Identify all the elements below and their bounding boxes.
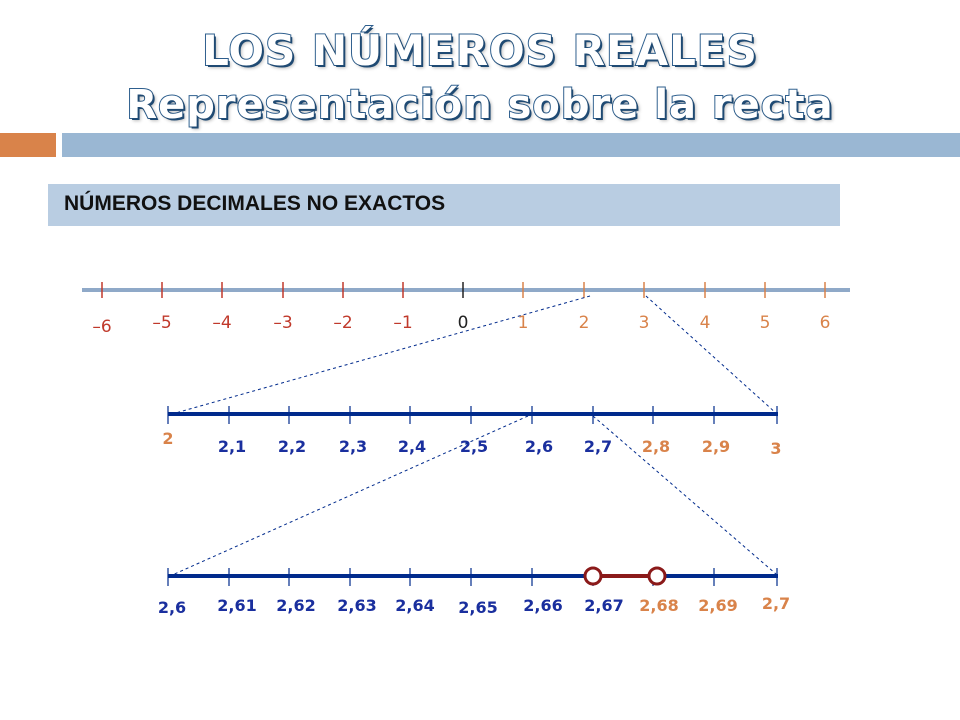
- number-line-1-label: 5: [760, 313, 771, 333]
- number-line-3-label: 2,66: [523, 596, 562, 615]
- interval-open-endpoint-right: [647, 566, 667, 586]
- title-line-2: Representación sobre la recta: [125, 81, 834, 129]
- zoom-line-1-right: [645, 295, 778, 415]
- number-line-2-label: 2,4: [398, 437, 426, 456]
- number-line-1-label: 6: [820, 313, 831, 333]
- number-line-2-label: 2,5: [460, 437, 488, 456]
- number-line-1-label: 0: [458, 313, 469, 333]
- number-line-1-label: 2: [579, 313, 590, 333]
- number-line-2-label: 2,9: [702, 437, 730, 456]
- title-line-1: LOS NÚMEROS REALES: [201, 25, 758, 76]
- number-line-2-label: 2,6: [525, 437, 553, 456]
- number-line-1-label: –2: [333, 313, 352, 333]
- number-line-2-label: 2,1: [218, 437, 246, 456]
- number-line-1-label: –5: [152, 313, 171, 333]
- number-line-3-label: 2,62: [276, 596, 315, 615]
- number-line-2-label: 2,7: [584, 437, 612, 456]
- zoom-line-1-left: [171, 295, 591, 415]
- section-label: NÚMEROS DECIMALES NO EXACTOS: [64, 192, 446, 215]
- zoom-line-2-left: [169, 415, 529, 577]
- number-line-2-label: 2,8: [642, 437, 670, 456]
- number-line-3-label: 2,64: [395, 596, 434, 615]
- number-line-3-label: 2,65: [458, 598, 497, 617]
- number-line-2-label: 3: [770, 439, 781, 458]
- number-line-3-label: 2,68: [639, 596, 678, 615]
- number-line-3-label: 2,7: [762, 594, 790, 613]
- accent-bar-blue: [62, 133, 960, 157]
- section-banner: NÚMEROS DECIMALES NO EXACTOS: [48, 184, 840, 226]
- number-line-1-label: 1: [518, 313, 529, 333]
- number-line-3-label: 2,6: [158, 598, 186, 617]
- number-line-3-label: 2,61: [217, 596, 256, 615]
- number-line-3-label: 2,67: [584, 596, 623, 615]
- number-line-2-label: 2,3: [339, 437, 367, 456]
- number-line-1-label: –4: [212, 313, 231, 333]
- zoom-line-2-right: [592, 415, 777, 575]
- number-line-1-label: –6: [92, 317, 111, 337]
- number-line-3-label: 2,69: [698, 596, 737, 615]
- interval-open-endpoint-left: [583, 566, 603, 586]
- accent-bar-orange: [0, 133, 56, 157]
- number-line-1-label: 4: [700, 313, 711, 333]
- number-line-3-label: 2,63: [337, 596, 376, 615]
- number-line-2-label: 2,2: [278, 437, 306, 456]
- number-line-1-label: –1: [393, 313, 412, 333]
- number-line-2-label: 2: [162, 429, 173, 448]
- number-line-1-label: –3: [273, 313, 292, 333]
- number-line-1-label: 3: [639, 313, 650, 333]
